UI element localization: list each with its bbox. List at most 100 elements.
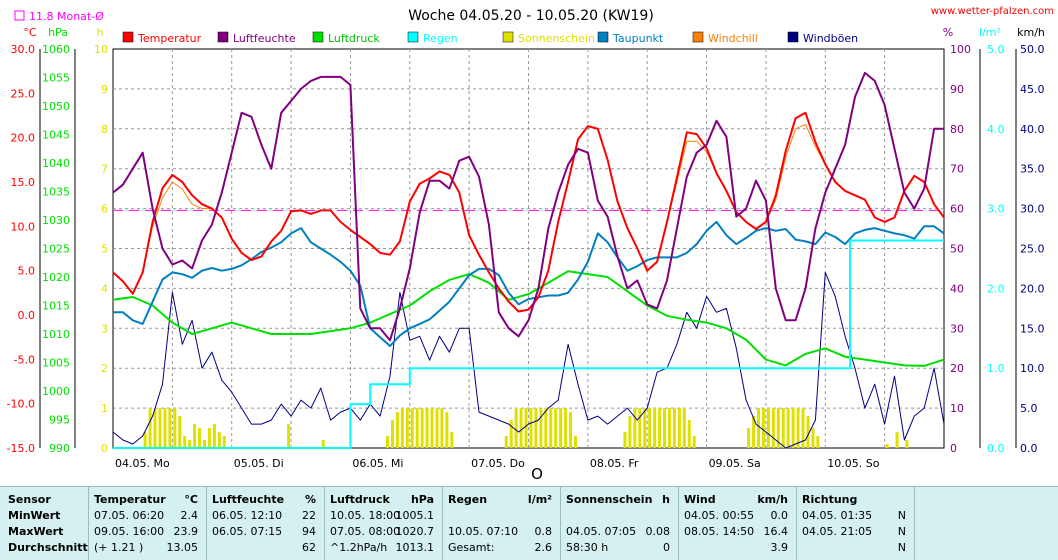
sunshine-bar [450, 432, 454, 448]
legend-item: Taupunkt [597, 31, 664, 45]
sunshine-avg-value: 0 [663, 541, 670, 554]
humidity-tick-label: 90 [950, 83, 964, 96]
stats-column [796, 487, 915, 560]
rain-tick-label: 3.0 [987, 203, 1005, 216]
rain-max-time: 10.05. 07:10 [448, 525, 519, 538]
pressure-tick-label: 1050 [42, 100, 70, 113]
sunshine-bar [400, 408, 404, 448]
pressure-tick-label: 1005 [42, 357, 70, 370]
temperature-avg-value: 13.05 [166, 541, 199, 554]
sunshine-tick-label: 4 [101, 282, 108, 295]
sunshine-bar [430, 408, 434, 448]
pressure-min-time: 10.05. 18:00 [330, 509, 401, 522]
sunshine-bar [435, 408, 439, 448]
sunshine-bar [672, 408, 676, 448]
series-line-regen [113, 239, 944, 449]
temp-tick-label: 0.0 [18, 309, 36, 322]
temperature-avg-note: (+ 1.21 ) [94, 541, 144, 554]
sunshine-bar [747, 428, 751, 448]
sunshine-bar [529, 408, 533, 448]
humidity-tick-label: 40 [950, 282, 964, 295]
sunshine-bar [420, 408, 424, 448]
temp-tick-label: 15.0 [11, 176, 36, 189]
sunshine-bar [811, 428, 815, 448]
sunshine-bar [544, 408, 548, 448]
humidity-min-value: 22 [302, 509, 316, 522]
stats-column [442, 487, 561, 560]
rain-tick-label: 1.0 [987, 362, 1005, 375]
temperature-max-value: 23.9 [173, 525, 199, 538]
legend-label: Taupunkt [612, 32, 664, 45]
humidity-tick-label: 50 [950, 243, 964, 256]
sunshine-bar [534, 408, 538, 448]
pressure-max-time: 07.05. 08:00 [330, 525, 401, 538]
legend-label: Regen [423, 32, 458, 45]
sunshine-tick-label: 10 [94, 43, 108, 56]
wind-tick-label: 30.0 [1020, 203, 1045, 216]
temp-tick-label: 10.0 [11, 220, 36, 233]
humidity-tick-label: 100 [950, 43, 971, 56]
sunshine-bar [771, 408, 775, 448]
sunshine-max-time: 04.05. 07:05 [566, 525, 637, 538]
humidity-min-time: 06.05. 12:10 [212, 509, 283, 522]
humidity-max-value: 94 [302, 525, 316, 538]
temp-tick-label: -15.0 [7, 442, 35, 455]
sunshine-tick-label: 5 [101, 243, 108, 256]
sunshine-bar [682, 408, 686, 448]
sunshine-bar [425, 408, 429, 448]
sunshine-bar [663, 408, 667, 448]
sunshine-bar [677, 408, 681, 448]
x-tick-label: 09.05. Sa [709, 457, 761, 470]
website-link[interactable]: www.wetter-pfalzen.com [931, 6, 1054, 17]
wind-min-value: 0.0 [770, 509, 789, 522]
sunshine-bar [504, 436, 508, 448]
temperature-unit: °C [184, 493, 198, 506]
pressure-tick-label: 1015 [42, 300, 70, 313]
sunshine-bar [895, 432, 899, 448]
wind-avg-value: 3.9 [770, 541, 789, 554]
wind-tick-label: 15.0 [1020, 322, 1045, 335]
temp-tick-label: 20.0 [11, 132, 36, 145]
legend-item: Temperatur [122, 31, 202, 45]
wind-max-value: 16.4 [763, 525, 789, 538]
temp-tick-label: 5.0 [18, 265, 36, 278]
stats-column [88, 487, 207, 560]
legend-item: Windböen [787, 31, 858, 45]
sunshine-bar [198, 428, 202, 448]
stats-column [206, 487, 325, 560]
sunshine-bar [549, 408, 553, 448]
temperature-header: Temperatur [94, 493, 166, 506]
stats-row-header: Sensor [8, 493, 51, 506]
stats-row-max: MaxWert [8, 525, 64, 538]
temperature-unit-label: °C [23, 26, 37, 39]
sunshine-bar [569, 412, 573, 448]
sunshine-bar [173, 408, 177, 448]
stats-column [678, 487, 797, 560]
humidity-tick-label: 70 [950, 163, 964, 176]
sunshine-header: Sonnenschein [566, 493, 653, 506]
stats-column [324, 487, 443, 560]
direction-min-time: 04.05. 01:35 [802, 509, 873, 522]
month-avg-label: 11.8 Monat-Ø [29, 10, 104, 23]
humidity-unit: % [304, 493, 316, 506]
sunshine-max-value: 0.08 [645, 525, 671, 538]
legend-label: Sonnenschein [518, 32, 595, 45]
legend-label: Luftfeuchte [233, 32, 296, 45]
temperature-max-time: 09.05. 16:00 [94, 525, 165, 538]
chart-title: Woche 04.05.20 - 10.05.20 (KW19) [408, 8, 654, 24]
x-tick-label: 08.05. Fr [590, 457, 639, 470]
sunshine-bar [786, 408, 790, 448]
wind-tick-label: 0.0 [1020, 442, 1038, 455]
legend-item: Luftfeuchte [217, 31, 296, 45]
sunshine-bar [287, 424, 291, 448]
x-tick-label: 06.05. Mi [352, 457, 403, 470]
wind-tick-label: 35.0 [1020, 163, 1045, 176]
rain-avg-value: 2.6 [534, 541, 553, 554]
rain-tick-label: 4.0 [987, 123, 1005, 136]
wind-tick-label: 10.0 [1020, 362, 1045, 375]
temperature-min-value: 2.4 [180, 509, 199, 522]
legend-label: Luftdruck [328, 32, 380, 45]
series-line-windb-en [112, 271, 945, 449]
sunshine-bar [781, 408, 785, 448]
sunshine-tick-label: 7 [101, 163, 108, 176]
